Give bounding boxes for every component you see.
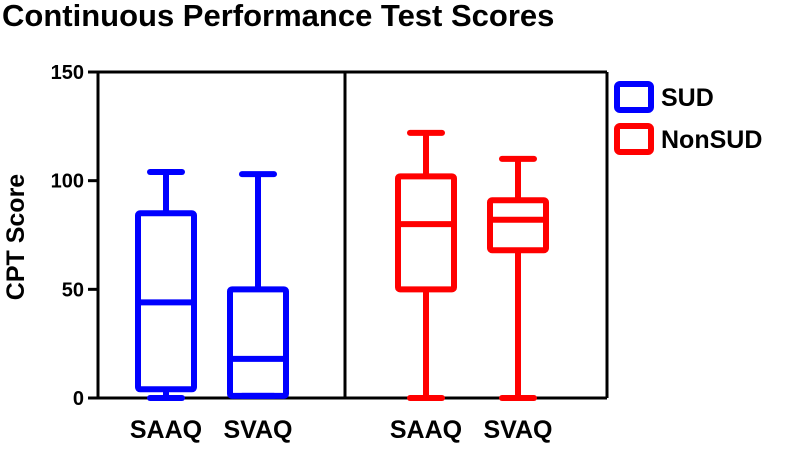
- x-tick-label-nonsud-svaq: SVAQ: [484, 416, 553, 444]
- box-iqr: [487, 197, 549, 254]
- legend-label-nonsud: NonSUD: [661, 126, 762, 154]
- x-tick-label-sud-svaq: SVAQ: [224, 416, 293, 444]
- legend-label-sud: SUD: [661, 84, 714, 112]
- x-tick-label-sud-saaq: SAAQ: [130, 416, 202, 444]
- box-sud-svaq: [227, 171, 289, 399]
- box-nonsud-svaq: [487, 155, 549, 401]
- x-tick-label-nonsud-saaq: SAAQ: [390, 416, 462, 444]
- legend-item-sud: SUD: [614, 81, 714, 113]
- box-nonsud-saaq: [395, 129, 457, 401]
- legend-swatch-nonsud: [614, 123, 654, 155]
- y-tick-label-0: 0: [73, 388, 84, 410]
- legend-item-nonsud: NonSUD: [614, 123, 762, 155]
- y-tick-label-50: 50: [62, 279, 84, 301]
- legend-swatch-sud: [614, 81, 654, 113]
- box-iqr: [227, 286, 289, 399]
- legend: SUD NonSUD: [614, 81, 762, 155]
- box-iqr: [395, 173, 457, 293]
- y-tick-label-150: 150: [51, 62, 84, 84]
- y-tick-label-100: 100: [51, 171, 84, 193]
- chart-title: Continuous Performance Test Scores: [2, 0, 554, 33]
- boxes: [135, 129, 549, 401]
- axes: 0 50 100 150 SAAQ SVAQ SAAQ SVAQ: [51, 62, 609, 444]
- box-sud-saaq: [135, 168, 197, 401]
- y-axis-label: CPT Score: [2, 174, 30, 301]
